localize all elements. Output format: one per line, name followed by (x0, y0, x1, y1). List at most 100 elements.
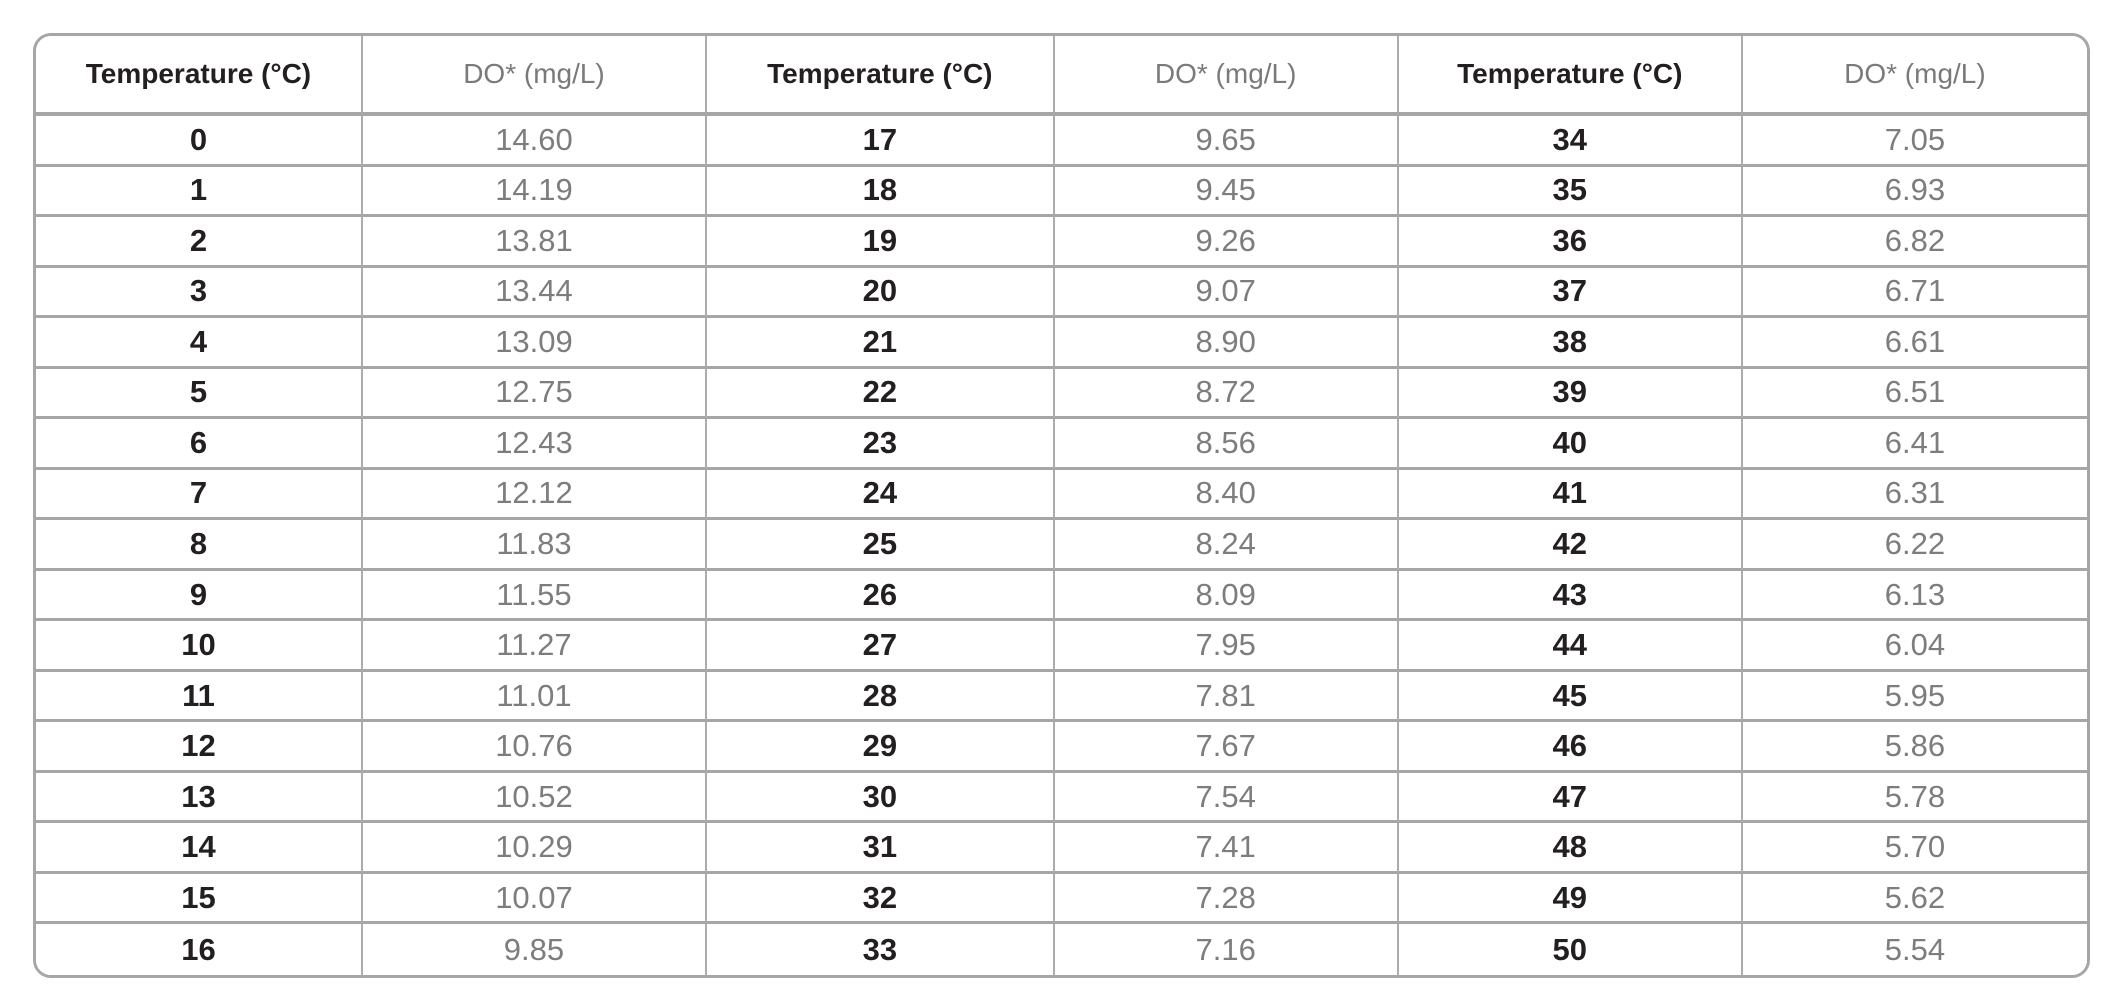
temperature-cell: 7 (36, 469, 363, 521)
do-value-cell: 5.86 (1742, 722, 2087, 773)
temperature-cell: 22 (707, 368, 1055, 420)
do-value-cell: 11.83 (362, 520, 708, 571)
do-value-cell: 13.81 (362, 217, 708, 268)
temperature-cell: 45 (1398, 671, 1743, 723)
do-value-cell: 8.90 (1054, 318, 1399, 369)
temperature-header-cell: Temperature (°C) (36, 36, 363, 116)
do-value-cell: 9.07 (1054, 267, 1399, 319)
do-value-cell: 9.85 (362, 924, 708, 975)
do-value-cell: 11.55 (362, 570, 708, 622)
temperature-cell: 28 (707, 671, 1055, 723)
temperature-cell: 2 (36, 217, 363, 268)
do-header-cell: DO* (mg/L) (1054, 36, 1399, 116)
temperature-cell: 12 (36, 722, 363, 773)
temperature-cell: 38 (1398, 318, 1743, 369)
do-value-cell: 5.78 (1742, 772, 2087, 824)
temperature-cell: 40 (1398, 419, 1743, 470)
temperature-cell: 41 (1398, 469, 1743, 521)
temperature-header-cell: Temperature (°C) (1398, 36, 1743, 116)
do-value-cell: 10.52 (362, 772, 708, 824)
temperature-cell: 37 (1398, 267, 1743, 319)
temperature-cell: 11 (36, 671, 363, 723)
temperature-cell: 47 (1398, 772, 1743, 824)
do-value-cell: 5.54 (1742, 924, 2087, 975)
do-value-cell: 8.72 (1054, 368, 1399, 420)
temperature-cell: 10 (36, 621, 363, 672)
temperature-cell: 27 (707, 621, 1055, 672)
temperature-cell: 48 (1398, 823, 1743, 874)
temperature-cell: 4 (36, 318, 363, 369)
do-value-cell: 6.82 (1742, 217, 2087, 268)
do-value-cell: 7.16 (1054, 924, 1399, 975)
temperature-cell: 43 (1398, 570, 1743, 622)
temperature-cell: 32 (707, 873, 1055, 925)
do-value-cell: 7.95 (1054, 621, 1399, 672)
do-value-cell: 11.27 (362, 621, 708, 672)
do-value-cell: 10.07 (362, 873, 708, 925)
do-value-cell: 5.70 (1742, 823, 2087, 874)
do-value-cell: 9.65 (1054, 116, 1399, 167)
do-value-cell: 10.29 (362, 823, 708, 874)
do-value-cell: 7.67 (1054, 722, 1399, 773)
temperature-cell: 39 (1398, 368, 1743, 420)
temperature-cell: 20 (707, 267, 1055, 319)
do-value-cell: 7.05 (1742, 116, 2087, 167)
temperature-cell: 6 (36, 419, 363, 470)
temperature-cell: 25 (707, 520, 1055, 571)
temperature-cell: 14 (36, 823, 363, 874)
temperature-cell: 30 (707, 772, 1055, 824)
do-value-cell: 6.61 (1742, 318, 2087, 369)
temperature-cell: 23 (707, 419, 1055, 470)
temperature-cell: 1 (36, 166, 363, 218)
do-value-cell: 12.75 (362, 368, 708, 420)
do-value-cell: 7.41 (1054, 823, 1399, 874)
temperature-cell: 42 (1398, 520, 1743, 571)
do-value-cell: 9.26 (1054, 217, 1399, 268)
temperature-cell: 46 (1398, 722, 1743, 773)
temperature-cell: 8 (36, 520, 363, 571)
temperature-cell: 15 (36, 873, 363, 925)
do-value-cell: 13.44 (362, 267, 708, 319)
do-header-cell: DO* (mg/L) (362, 36, 708, 116)
do-value-cell: 6.93 (1742, 166, 2087, 218)
temperature-cell: 5 (36, 368, 363, 420)
do-value-cell: 6.51 (1742, 368, 2087, 420)
temperature-cell: 35 (1398, 166, 1743, 218)
temperature-cell: 16 (36, 924, 363, 975)
temperature-cell: 50 (1398, 924, 1743, 975)
temperature-cell: 29 (707, 722, 1055, 773)
temperature-cell: 9 (36, 570, 363, 622)
do-value-cell: 8.09 (1054, 570, 1399, 622)
do-value-cell: 7.28 (1054, 873, 1399, 925)
temperature-cell: 31 (707, 823, 1055, 874)
do-value-cell: 8.56 (1054, 419, 1399, 470)
temperature-cell: 33 (707, 924, 1055, 975)
do-value-cell: 6.71 (1742, 267, 2087, 319)
do-value-cell: 8.40 (1054, 469, 1399, 521)
do-value-cell: 5.62 (1742, 873, 2087, 925)
temperature-cell: 26 (707, 570, 1055, 622)
temperature-cell: 36 (1398, 217, 1743, 268)
temperature-cell: 24 (707, 469, 1055, 521)
temperature-cell: 17 (707, 116, 1055, 167)
temperature-cell: 0 (36, 116, 363, 167)
do-value-cell: 14.19 (362, 166, 708, 218)
do-value-cell: 12.43 (362, 419, 708, 470)
temperature-cell: 13 (36, 772, 363, 824)
do-value-cell: 6.04 (1742, 621, 2087, 672)
temperature-cell: 49 (1398, 873, 1743, 925)
do-value-cell: 6.31 (1742, 469, 2087, 521)
do-value-cell: 8.24 (1054, 520, 1399, 571)
temperature-cell: 19 (707, 217, 1055, 268)
temperature-cell: 21 (707, 318, 1055, 369)
do-value-cell: 6.22 (1742, 520, 2087, 571)
temperature-cell: 3 (36, 267, 363, 319)
do-header-cell: DO* (mg/L) (1742, 36, 2087, 116)
temperature-cell: 34 (1398, 116, 1743, 167)
temperature-cell: 44 (1398, 621, 1743, 672)
do-value-cell: 7.54 (1054, 772, 1399, 824)
do-value-cell: 9.45 (1054, 166, 1399, 218)
do-value-cell: 10.76 (362, 722, 708, 773)
do-value-cell: 12.12 (362, 469, 708, 521)
do-value-cell: 6.13 (1742, 570, 2087, 622)
